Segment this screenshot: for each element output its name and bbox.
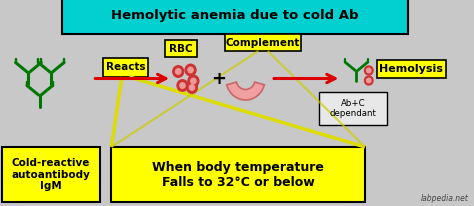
- Circle shape: [185, 64, 196, 76]
- FancyBboxPatch shape: [377, 60, 446, 77]
- Circle shape: [191, 78, 196, 84]
- Text: +: +: [211, 69, 227, 88]
- Circle shape: [190, 85, 195, 90]
- Text: Hemolytic anemia due to cold Ab: Hemolytic anemia due to cold Ab: [111, 9, 358, 22]
- Text: Cold-reactive
autoantibody
IgM: Cold-reactive autoantibody IgM: [11, 158, 91, 191]
- Circle shape: [367, 78, 371, 83]
- Text: Reacts: Reacts: [106, 62, 146, 73]
- FancyBboxPatch shape: [103, 58, 148, 77]
- Circle shape: [367, 68, 371, 73]
- Text: When body temperature
Falls to 32°C or below: When body temperature Falls to 32°C or b…: [152, 160, 324, 188]
- FancyBboxPatch shape: [2, 147, 100, 202]
- Circle shape: [187, 82, 198, 93]
- Circle shape: [365, 76, 373, 85]
- FancyBboxPatch shape: [165, 40, 197, 57]
- Circle shape: [188, 75, 199, 87]
- FancyBboxPatch shape: [319, 92, 387, 125]
- Wedge shape: [227, 82, 264, 100]
- Text: Hemolysis: Hemolysis: [380, 63, 443, 74]
- Circle shape: [175, 69, 181, 74]
- Circle shape: [188, 67, 193, 73]
- Circle shape: [365, 66, 373, 75]
- Circle shape: [177, 80, 188, 91]
- Circle shape: [180, 83, 185, 88]
- Text: Complement: Complement: [226, 37, 300, 48]
- FancyBboxPatch shape: [111, 147, 365, 202]
- Text: RBC: RBC: [169, 43, 193, 54]
- Text: Ab+C
dependant: Ab+C dependant: [329, 99, 376, 118]
- Circle shape: [173, 66, 184, 77]
- FancyBboxPatch shape: [225, 34, 301, 51]
- FancyBboxPatch shape: [62, 0, 408, 34]
- Text: labpedia.net: labpedia.net: [420, 194, 468, 203]
